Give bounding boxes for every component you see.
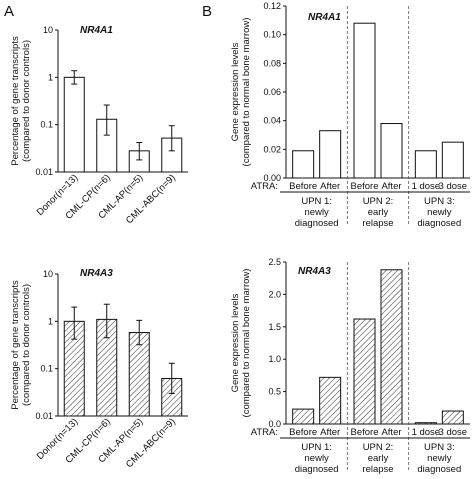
- chart-b2-bar: [292, 408, 315, 425]
- chart-b1-group-label: early: [368, 207, 389, 218]
- chart-b1-y-label-line1: Gene expression levels: [230, 42, 241, 141]
- chart-b2-bar: [319, 376, 342, 425]
- chart-b2-y-label-line2: (compared to normal bone marrow): [241, 269, 252, 418]
- chart-b2-y-tick-label: 1.5: [268, 322, 281, 332]
- chart-b2-group-label: early: [368, 453, 389, 464]
- chart-b2-x-tick-label: Before: [289, 427, 317, 438]
- chart-b2-x-tick-label: 3 dose: [439, 427, 468, 438]
- chart-b1-bar: [353, 22, 376, 179]
- chart-b2-y-tick-label: 2.5: [268, 257, 281, 267]
- chart-b2-group-label: UPN 1:: [301, 442, 332, 453]
- chart-b1-bar: [380, 123, 403, 179]
- chart-a1-gene-label: NR4A1: [80, 25, 113, 36]
- chart-b1-bar: [319, 130, 342, 179]
- chart-b1-x-tick-label: After: [320, 181, 340, 192]
- chart-a2-y-tick-label: 0.01: [35, 411, 53, 421]
- chart-b2-group-label: newly: [427, 453, 452, 464]
- chart-b2-group-label: relapse: [362, 464, 393, 475]
- panel-letter-a: A: [4, 3, 14, 20]
- chart-b1-y-tick-label: 0.04: [263, 116, 281, 126]
- chart-b2-atra-label: ATRA:: [251, 427, 278, 438]
- chart-b2-bar: [353, 318, 376, 425]
- chart-b2-group-label: UPN 2:: [363, 442, 394, 453]
- chart-b2-bar: [441, 410, 464, 425]
- chart-b2-group-label: diagnosed: [417, 464, 461, 475]
- chart-b1-x-tick-label: Before: [351, 181, 379, 192]
- chart-b2-x-tick-label: 1 dose: [412, 427, 441, 438]
- chart-b1-group-label: newly: [427, 207, 452, 218]
- panel-letter-b: B: [202, 3, 212, 20]
- chart-b1-group-label: UPN 3:: [424, 196, 455, 207]
- chart-a1-y-label-line2: (compared to donor controls): [21, 40, 32, 162]
- chart-b2-group-label: diagnosed: [295, 464, 339, 475]
- chart-a1-y-label-line1: Percentage of gene transcripts: [10, 36, 21, 166]
- chart-b2-group-label: UPN 3:: [424, 442, 455, 453]
- chart-b2-x-tick-label: After: [320, 427, 340, 438]
- chart-a2-y-tick-label: 1: [48, 316, 53, 326]
- chart-a1-y-tick-label: 0.01: [35, 167, 53, 177]
- chart-b1-y-tick-label: 0.06: [263, 87, 281, 97]
- chart-b2-x-tick-label: Before: [351, 427, 379, 438]
- chart-b1-x-tick-label: After: [381, 181, 401, 192]
- chart-b1-y-tick-label: 0.00: [263, 173, 281, 183]
- chart-b1-group-label: UPN 2:: [363, 196, 394, 207]
- chart-b1-x-tick-label: Before: [289, 181, 317, 192]
- chart-a1-bar: [63, 76, 85, 173]
- chart-b1-bar: [441, 141, 464, 179]
- chart-b2-y-label-line1: Gene expression levels: [230, 293, 241, 392]
- chart-a2-y-tick-label: 0.1: [40, 364, 53, 374]
- chart-b1-group-label: diagnosed: [417, 218, 461, 229]
- chart-b2-group-label: newly: [305, 453, 330, 464]
- chart-b2-bar: [414, 422, 437, 425]
- chart-a2-gene-label: NR4A3: [80, 268, 113, 279]
- chart-b1-group-label: UPN 1:: [301, 196, 332, 207]
- chart-b2-y-tick-label: 1.0: [268, 354, 281, 364]
- chart-b1-bar: [414, 150, 437, 179]
- chart-b1-x-tick-label: 3 dose: [439, 181, 468, 192]
- chart-a2-y-label-line1: Percentage of gene transcripts: [10, 280, 21, 410]
- chart-b1-bar: [292, 150, 315, 179]
- chart-b1-atra-label: ATRA:: [251, 181, 278, 192]
- chart-b1-gene-label: NR4A1: [308, 12, 341, 23]
- chart-b1-x-tick-label: 1 dose: [412, 181, 441, 192]
- chart-b2-gene-label: NR4A3: [298, 266, 331, 277]
- chart-b1-group-label: relapse: [362, 218, 393, 229]
- chart-a2-y-label-line2: (compared to donor controls): [21, 284, 32, 406]
- chart-b2-y-tick-label: 0.0: [268, 419, 281, 429]
- chart-b1-y-label-line2: (compared to normal bone marrow): [241, 18, 252, 167]
- chart-b1-y-tick-label: 0.12: [263, 1, 281, 11]
- chart-b1-y-tick-label: 0.08: [263, 58, 281, 68]
- chart-b2-y-tick-label: 2.0: [268, 289, 281, 299]
- chart-b1-y-tick-label: 0.02: [263, 144, 281, 154]
- chart-a1-y-tick-label: 1: [48, 72, 53, 82]
- chart-b1-group-label: diagnosed: [295, 218, 339, 229]
- chart-b2-bar: [380, 269, 403, 425]
- chart-b2-y-tick-label: 0.5: [268, 387, 281, 397]
- chart-a2-y-tick-label: 10: [43, 269, 53, 279]
- chart-b1-group-label: newly: [305, 207, 330, 218]
- chart-a1-y-tick-label: 0.1: [40, 120, 53, 130]
- chart-b1-y-tick-label: 0.10: [263, 30, 281, 40]
- chart-a1-y-tick-label: 10: [43, 25, 53, 35]
- chart-b2-x-tick-label: After: [381, 427, 401, 438]
